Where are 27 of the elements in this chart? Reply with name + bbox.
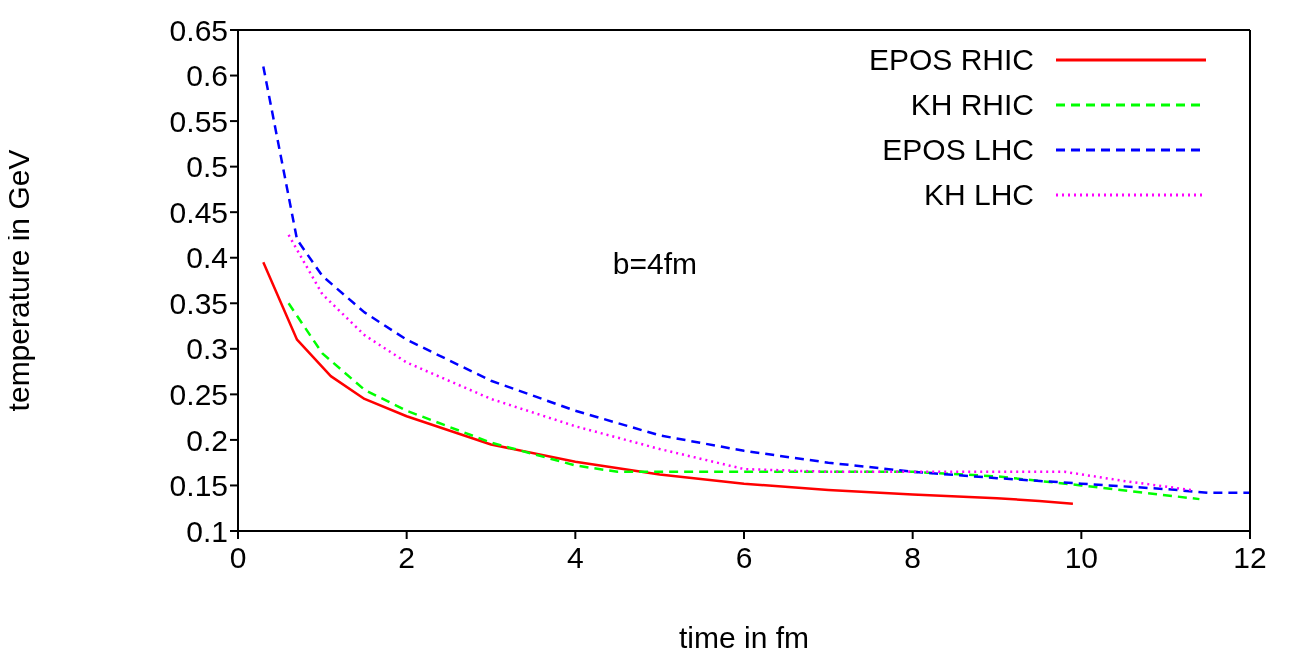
y-tick-label: 0.5 (186, 150, 228, 184)
x-tick-label: 12 (1233, 541, 1267, 575)
line-series (287, 233, 1193, 492)
x-tick-label: 0 (229, 541, 247, 575)
y-tick-label: 0.3 (186, 332, 228, 366)
legend-label: KH RHIC (910, 87, 1034, 122)
x-tick-label: 6 (735, 541, 753, 575)
legend-label: KH LHC (923, 177, 1034, 212)
y-tick-label: 0.25 (169, 378, 228, 412)
legend-label: EPOS LHC (882, 132, 1034, 167)
y-tick-label: 0.1 (186, 514, 228, 548)
y-tick-label: 0.6 (186, 59, 228, 93)
x-tick-label: 2 (398, 541, 416, 575)
x-tick-label: 4 (566, 541, 584, 575)
y-tick-label: 0.15 (169, 469, 228, 503)
legend-label: EPOS RHIC (868, 42, 1034, 77)
x-tick-label: 10 (1064, 541, 1099, 575)
y-tick-label: 0.35 (169, 286, 228, 320)
y-tick-label: 0.55 (169, 104, 228, 138)
y-tick-label: 0.4 (186, 241, 228, 275)
y-tick-label: 0.45 (169, 195, 228, 229)
y-tick-label: 0.65 (169, 13, 228, 47)
annotation: b=4fm (612, 247, 698, 281)
x-axis-title: time in fm (678, 621, 810, 654)
line-series (287, 302, 1201, 501)
y-tick-label: 0.2 (186, 423, 228, 457)
x-tick-label: 8 (904, 541, 922, 575)
